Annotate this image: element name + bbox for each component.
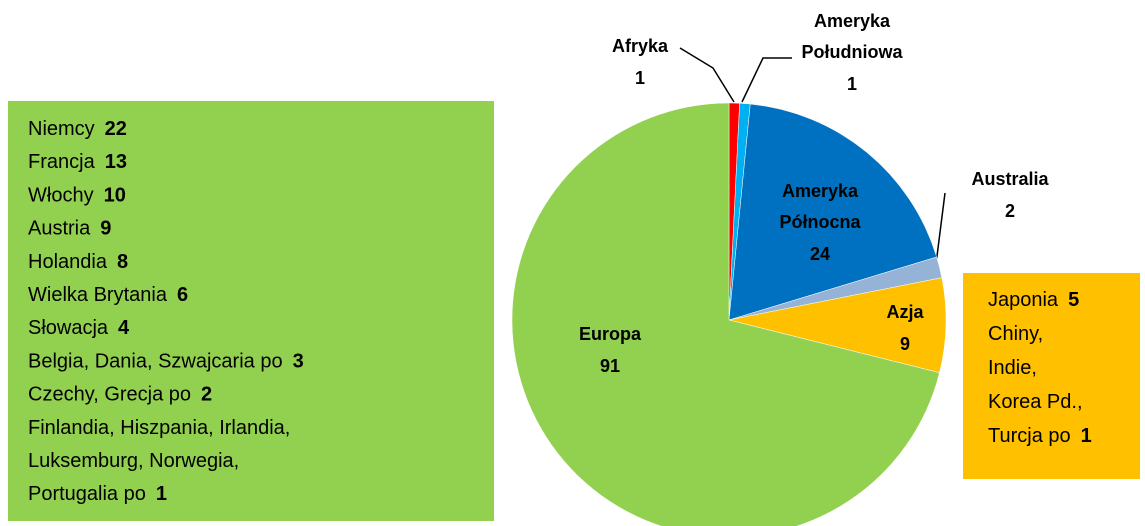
label-value: 2 bbox=[1005, 201, 1015, 221]
leader-line bbox=[935, 192, 946, 265]
box-text: Austria bbox=[28, 218, 91, 240]
leader-line bbox=[679, 47, 735, 103]
box-value: 22 bbox=[105, 118, 127, 140]
box-value: 3 bbox=[293, 351, 304, 373]
box-line: Portugalia po 1 bbox=[28, 483, 167, 505]
box-text: Turcja po bbox=[988, 425, 1071, 447]
box-line: Słowacja 4 bbox=[28, 317, 130, 339]
data-label: Australia 2 bbox=[971, 169, 1049, 221]
box-line: Niemcy 22 bbox=[28, 118, 127, 140]
left-box bbox=[8, 101, 494, 521]
box-value: 10 bbox=[104, 185, 126, 207]
data-label: Azja 9 bbox=[886, 302, 924, 354]
box-text: Chiny, bbox=[988, 323, 1043, 345]
label-value: 24 bbox=[810, 244, 830, 264]
label-line: Australia bbox=[971, 169, 1049, 189]
box-text: Luksemburg, Norwegia, bbox=[28, 450, 239, 472]
box-line: Korea Pd., bbox=[988, 391, 1083, 413]
box-text: Wielka Brytania bbox=[28, 284, 168, 306]
box-text: Francja bbox=[28, 151, 96, 173]
box-value: 1 bbox=[1081, 425, 1092, 447]
box-line: Włochy 10 bbox=[28, 185, 126, 207]
box-text: Włochy bbox=[28, 185, 94, 207]
label-value: 1 bbox=[847, 74, 857, 94]
data-label: Europa 91 bbox=[579, 324, 642, 376]
box-line: Czechy, Grecja po 2 bbox=[28, 384, 212, 406]
box-value: 6 bbox=[177, 284, 188, 306]
right-box bbox=[963, 273, 1140, 479]
pie-slice bbox=[511, 102, 940, 526]
data-label: Ameryka Południowa 1 bbox=[802, 11, 904, 94]
data-label: Afryka 1 bbox=[612, 36, 669, 88]
box-text: Słowacja bbox=[28, 317, 109, 339]
box-text: Czechy, Grecja po bbox=[28, 384, 191, 406]
box-text: Holandia bbox=[28, 251, 108, 273]
box-value: 5 bbox=[1068, 289, 1079, 311]
box-line: Holandia 8 bbox=[28, 251, 128, 273]
box-line: Luksemburg, Norwegia, bbox=[28, 450, 239, 472]
box-value: 4 bbox=[118, 317, 130, 339]
label-value: 91 bbox=[600, 356, 620, 376]
data-label: Ameryka Północna 24 bbox=[779, 181, 861, 264]
box-text: Indie, bbox=[988, 357, 1037, 379]
label-line: Europa bbox=[579, 324, 642, 344]
box-line: Finlandia, Hiszpania, Irlandia, bbox=[28, 417, 290, 439]
box-value: 1 bbox=[156, 483, 167, 505]
box-value: 13 bbox=[105, 151, 127, 173]
box-text: Belgia, Dania, Szwajcaria po bbox=[28, 351, 283, 373]
label-line: Południowa bbox=[802, 42, 904, 62]
box-text: Finlandia, Hiszpania, Irlandia, bbox=[28, 417, 290, 439]
box-line: Belgia, Dania, Szwajcaria po 3 bbox=[28, 351, 304, 373]
box-text: Niemcy bbox=[28, 118, 95, 140]
box-line: Indie, bbox=[988, 357, 1037, 379]
pie-slice bbox=[728, 103, 937, 321]
box-line: Wielka Brytania 6 bbox=[28, 284, 188, 306]
label-line: Ameryka bbox=[782, 181, 859, 201]
box-value: 2 bbox=[201, 384, 212, 406]
box-line: Japonia 5 bbox=[988, 289, 1079, 311]
label-line: Północna bbox=[779, 212, 861, 232]
box-line: Turcja po 1 bbox=[988, 425, 1092, 447]
box-value: 9 bbox=[100, 218, 111, 240]
box-text: Korea Pd., bbox=[988, 391, 1083, 413]
label-value: 1 bbox=[635, 68, 645, 88]
box-line: Austria 9 bbox=[28, 218, 111, 240]
box-value: 8 bbox=[117, 251, 128, 273]
label-line: Ameryka bbox=[814, 11, 891, 31]
box-line: Francja 13 bbox=[28, 151, 127, 173]
box-text: Portugalia po bbox=[28, 483, 146, 505]
box-text: Japonia bbox=[988, 289, 1059, 311]
label-line: Afryka bbox=[612, 36, 669, 56]
label-value: 9 bbox=[900, 334, 910, 354]
box-line: Chiny, bbox=[988, 323, 1043, 345]
leader-line bbox=[741, 57, 792, 103]
label-line: Azja bbox=[886, 302, 924, 322]
